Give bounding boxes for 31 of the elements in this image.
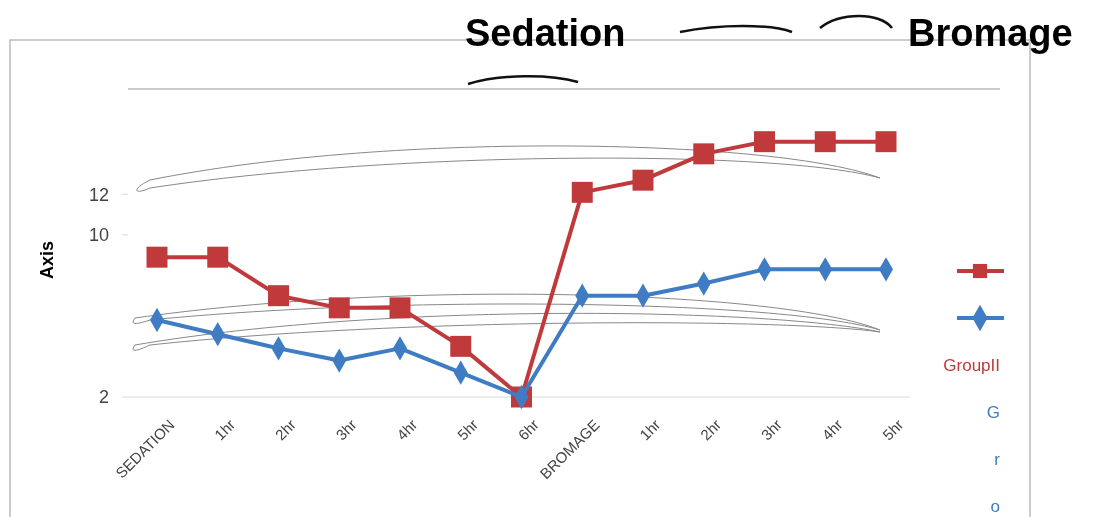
- x-tick-label: 3hr: [332, 415, 360, 444]
- point: [207, 246, 229, 268]
- x-tick-label: 4hr: [818, 415, 846, 444]
- y-tick-label: 12: [88, 184, 109, 205]
- point: [693, 143, 715, 165]
- point: [328, 297, 350, 319]
- y-tick-label: 2: [98, 387, 109, 408]
- y-tick-label: 10: [88, 225, 109, 246]
- x-tick-label: 3hr: [757, 415, 785, 444]
- point: [754, 131, 775, 153]
- x-tick-label: 1hr: [636, 415, 664, 444]
- x-tick-label: 5hr: [453, 415, 482, 444]
- point: [268, 285, 289, 307]
- y-axis-title: Axis: [37, 240, 57, 280]
- point: [571, 181, 593, 203]
- text: Gro: [986, 403, 1000, 516]
- point: [814, 131, 836, 153]
- x-tick-label: 6hr: [514, 415, 542, 444]
- chart-title: Sedation: [465, 12, 626, 54]
- point: [389, 297, 411, 319]
- text: GroupII: [943, 356, 1000, 375]
- point: [450, 335, 472, 357]
- text: Bromage: [908, 12, 1073, 54]
- x-tick-label: 2hr: [696, 415, 725, 444]
- x-tick-label: 2hr: [271, 415, 299, 444]
- x-tick-label: 4hr: [393, 415, 421, 444]
- x-tick-label: 5hr: [879, 415, 907, 444]
- point: [146, 246, 168, 268]
- point: [875, 131, 897, 153]
- point: [632, 169, 654, 191]
- x-tick-label: 1hr: [210, 415, 239, 444]
